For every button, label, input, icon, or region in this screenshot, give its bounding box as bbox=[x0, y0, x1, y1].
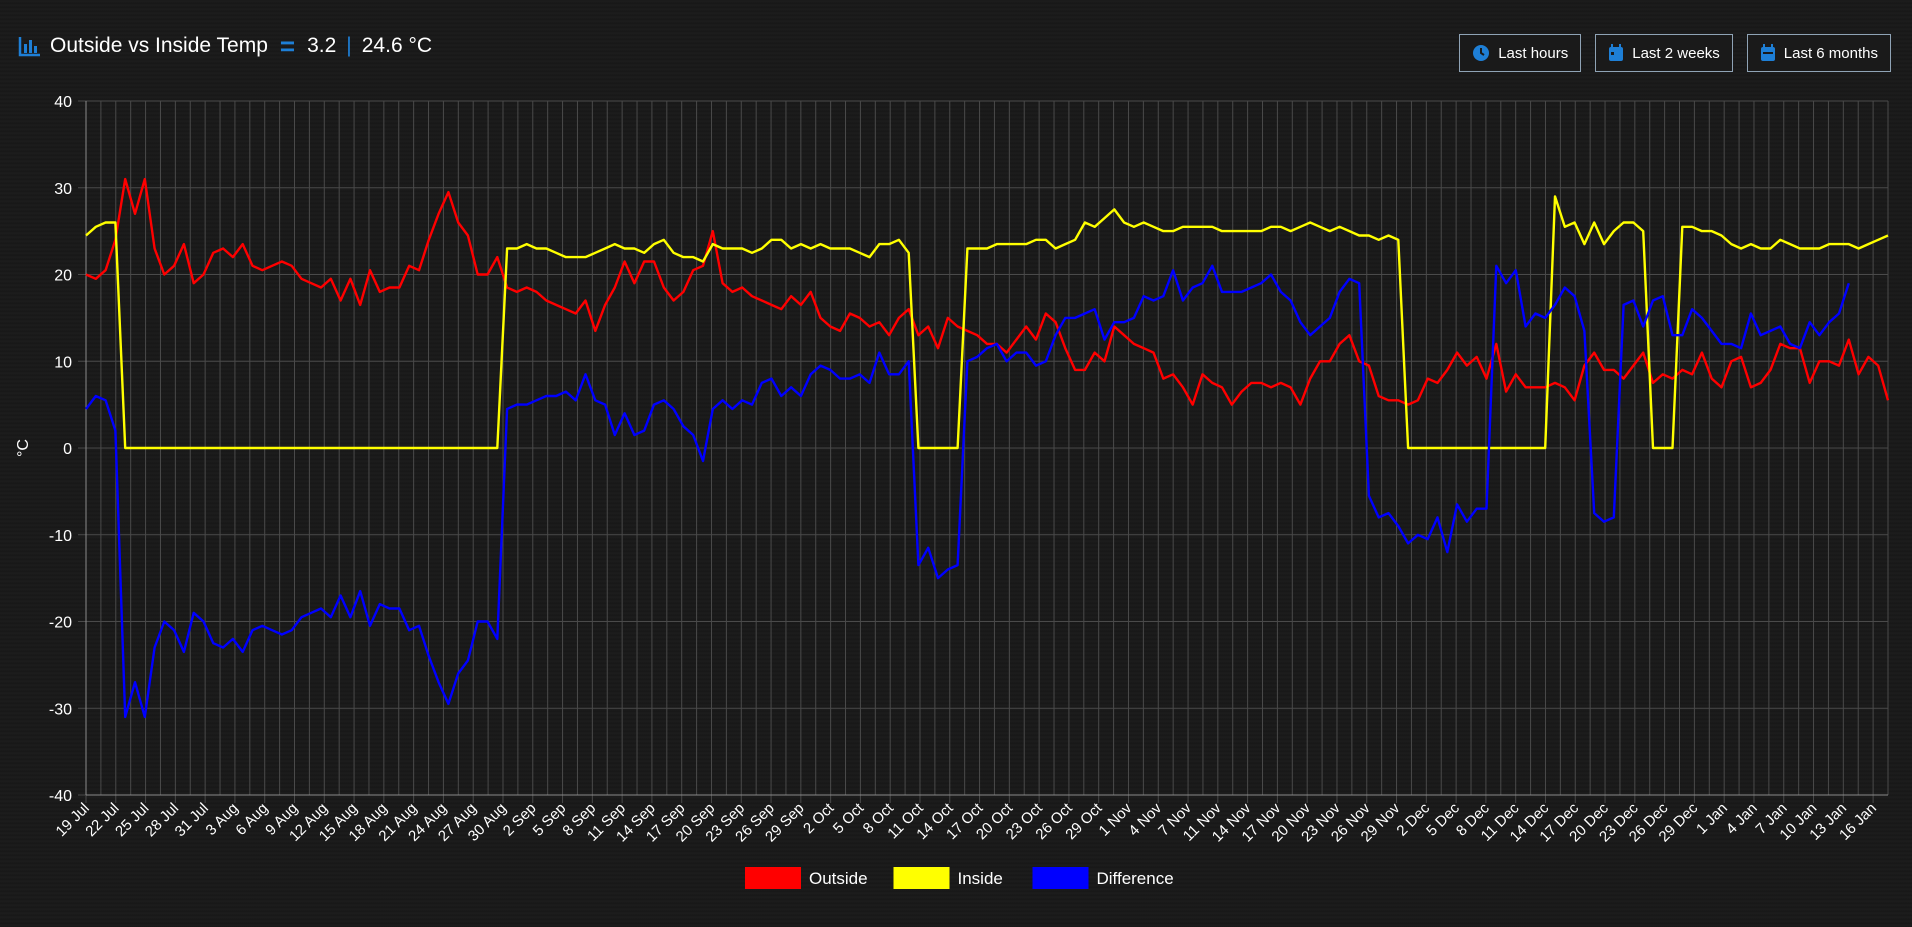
last-2-weeks-label: Last 2 weeks bbox=[1632, 44, 1720, 62]
y-tick-label: 10 bbox=[54, 354, 72, 371]
series-lines bbox=[85, 177, 1890, 719]
chart-header: Outside vs Inside Temp = 3.2 | 24.6 °C bbox=[18, 31, 433, 61]
range-buttons: Last hours Last 2 weeks Last 6 months bbox=[1459, 34, 1891, 72]
y-tick-label: -40 bbox=[49, 788, 72, 805]
x-tick-label: 2 Dec bbox=[1393, 799, 1433, 839]
x-tick-label: 5 Dec bbox=[1423, 799, 1463, 839]
last-2-weeks-button[interactable]: Last 2 weeks bbox=[1595, 34, 1733, 72]
last-6-months-button[interactable]: Last 6 months bbox=[1746, 34, 1891, 72]
x-tick-label: 2 Sep bbox=[500, 800, 540, 840]
x-tick-label: 5 Sep bbox=[530, 800, 570, 840]
x-tick-label: 4 Jan bbox=[1723, 800, 1761, 838]
y-tick-label: 0 bbox=[63, 441, 72, 458]
clock-icon bbox=[1472, 44, 1490, 62]
y-tick-label: -20 bbox=[49, 615, 72, 632]
last-hours-button[interactable]: Last hours bbox=[1459, 34, 1582, 72]
legend-swatch-inside bbox=[893, 867, 950, 889]
x-tick-label: 1 Nov bbox=[1096, 799, 1136, 839]
legend-label-difference: Difference bbox=[1097, 869, 1174, 888]
series-line-outside bbox=[85, 177, 1890, 406]
x-tick-label: 1 Jan bbox=[1693, 800, 1731, 838]
inside-value: 24.6 °C bbox=[361, 34, 433, 57]
series-line-difference bbox=[85, 264, 1850, 719]
x-tick-label: 6 Aug bbox=[232, 800, 271, 839]
calendar-icon bbox=[1760, 44, 1776, 62]
calendar-icon bbox=[1608, 44, 1624, 62]
y-tick-label: -30 bbox=[49, 701, 72, 718]
x-tick-label: 31 Jul bbox=[172, 800, 212, 840]
x-tick-label: 3 Aug bbox=[203, 800, 242, 839]
outside-value: 3.2 bbox=[307, 34, 337, 57]
x-tick-label: 22 Jul bbox=[82, 800, 122, 840]
x-tick-label: 25 Jul bbox=[112, 800, 152, 840]
legend-swatch-outside bbox=[745, 867, 801, 889]
legend: Outside Inside Difference bbox=[745, 867, 1174, 889]
y-axis-title: °C bbox=[15, 439, 32, 457]
legend-label-inside: Inside bbox=[958, 869, 1003, 888]
x-tick-label: 19 Jul bbox=[53, 800, 93, 840]
chart-title: Outside vs Inside Temp bbox=[50, 34, 268, 57]
x-tick-label: 2 Oct bbox=[800, 799, 838, 837]
chart-icon bbox=[18, 37, 40, 57]
legend-label-outside: Outside bbox=[809, 869, 868, 888]
x-tick-label: 5 Oct bbox=[830, 799, 868, 837]
x-tick-label: 28 Jul bbox=[142, 800, 182, 840]
y-tick-label: 30 bbox=[54, 181, 72, 198]
legend-swatch-difference bbox=[1032, 867, 1089, 889]
last-hours-label: Last hours bbox=[1498, 44, 1569, 62]
series-line-inside bbox=[85, 195, 1889, 450]
x-tick-label: 4 Nov bbox=[1125, 799, 1165, 839]
last-6-months-label: Last 6 months bbox=[1783, 44, 1878, 62]
y-tick-label: -10 bbox=[49, 528, 72, 545]
equals-icon: = bbox=[279, 31, 296, 61]
y-tick-label: 20 bbox=[54, 268, 72, 285]
y-axis: 40 30 20 10 0 -10 -20 -30 -40 °C bbox=[15, 94, 72, 805]
value-separator: | bbox=[346, 34, 352, 57]
y-tick-label: 40 bbox=[54, 94, 72, 111]
